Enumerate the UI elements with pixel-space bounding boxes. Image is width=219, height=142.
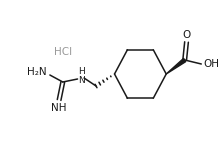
Polygon shape <box>166 58 186 74</box>
Text: H₂N: H₂N <box>26 67 46 77</box>
Text: HCl: HCl <box>54 47 72 57</box>
Text: H
N: H N <box>78 67 85 85</box>
Text: OH: OH <box>203 59 219 69</box>
Text: O: O <box>182 30 191 40</box>
Text: NH: NH <box>51 103 67 113</box>
